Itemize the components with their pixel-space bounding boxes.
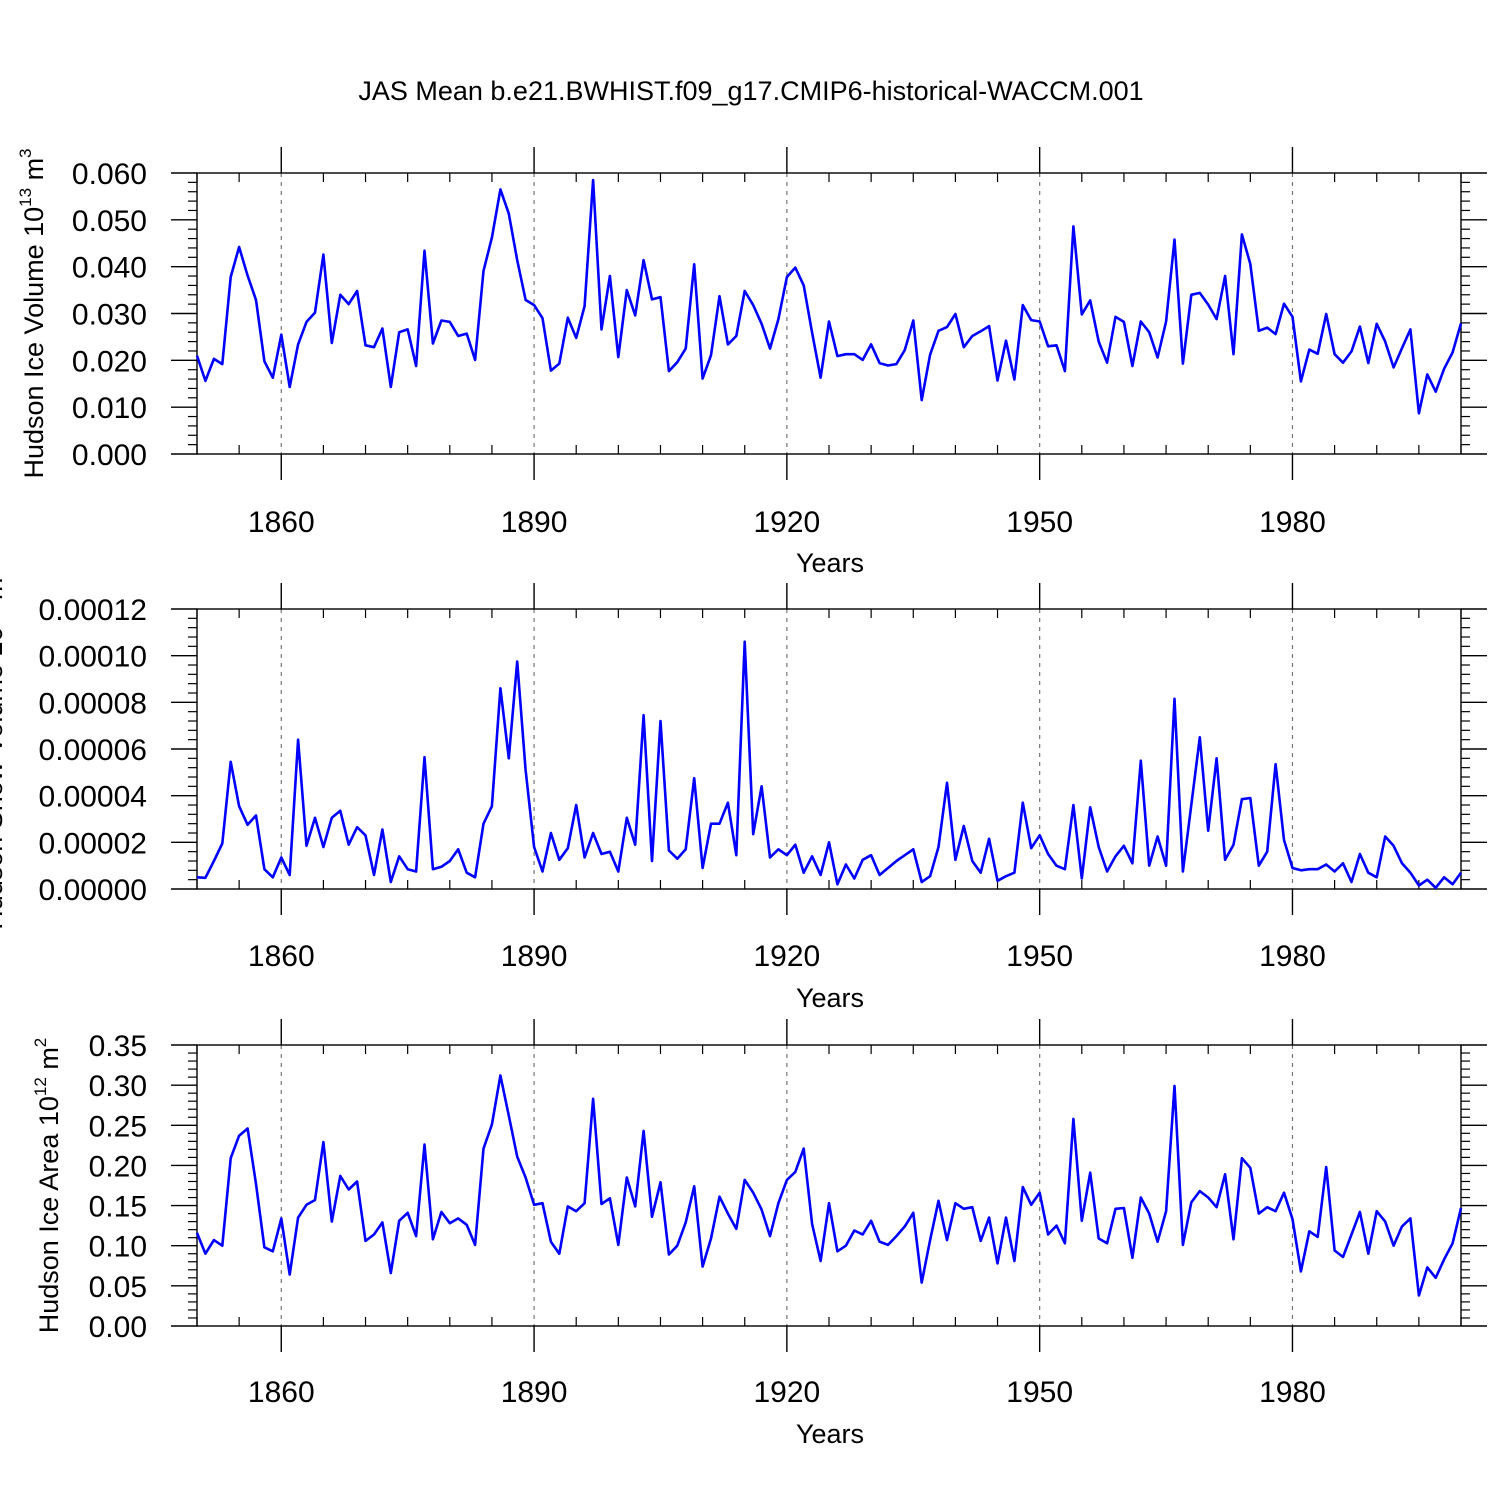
panel0-y-tick-label-0.000: 0.000 [72, 439, 147, 472]
panel0-y-tick-label-0.030: 0.030 [72, 299, 147, 332]
panel2-y-tick-label-0.10: 0.10 [89, 1231, 147, 1264]
panel0-x-tick-label-1920: 1920 [753, 506, 820, 539]
panel0-plot-frame [196, 172, 1462, 455]
panel2-x-tick-label-1890: 1890 [501, 1376, 568, 1409]
snow-volume-panel: 1860 1890 1920 1950 1980 0.00000 0.00002 0.0000… [0, 568, 1487, 1013]
panel1-x-tick-label-1920: 1920 [753, 940, 820, 973]
ice-volume-panel: 1860 1890 1920 1950 1980 0.000 0.010 0.020 0.030… [16, 147, 1487, 578]
panel2-y-tick-label-0.25: 0.25 [89, 1110, 147, 1143]
figure-title: JAS Mean b.e21.BWHIST.f09_g17.CMIP6-hist… [358, 76, 1143, 106]
panel2-y-axis-label: Hudson Ice Area 1012 m2 [31, 1038, 64, 1334]
panel2-x-tick-label-1860: 1860 [248, 1376, 315, 1409]
panel0-x-tick-label-1860: 1860 [248, 506, 315, 539]
panel1-x-tick-label-1860: 1860 [248, 940, 315, 973]
panel2-x-tick-label-1980: 1980 [1259, 1376, 1326, 1409]
ice-area-panel: 1860 1890 1920 1950 1980 0.00 0.05 0.10 0.15 0.20… [31, 1019, 1487, 1449]
panel2-y-tick-label-0.15: 0.15 [89, 1191, 147, 1224]
panel1-series-line-0 [196, 640, 1463, 890]
panel0-y-tick-label-0.010: 0.010 [72, 392, 147, 425]
panel1-y-tick-label-0.00012: 0.00012 [39, 594, 147, 627]
panel2-plot-frame [196, 1044, 1462, 1327]
panel0-y-axis-label: Hudson Ice Volume 1013 m3 [16, 148, 49, 478]
panel0-y-tick-label-0.060: 0.060 [72, 158, 147, 191]
panel1-y-tick-label-0.00002: 0.00002 [39, 827, 147, 860]
panel0-series-line-0 [195, 178, 1463, 415]
panel1-y-tick-label-0.00004: 0.00004 [39, 781, 147, 814]
panel0-y-tick-label-0.050: 0.050 [72, 205, 147, 238]
panel1-y-tick-label-0.00008: 0.00008 [39, 687, 147, 720]
panel0-y-tick-label-0.020: 0.020 [72, 345, 147, 378]
panel1-x-tick-label-1890: 1890 [501, 940, 568, 973]
panel1-x-tick-label-1950: 1950 [1006, 940, 1073, 973]
panel0-x-tick-label-1980: 1980 [1259, 506, 1326, 539]
panel1-y-tick-label-0.00010: 0.00010 [39, 641, 147, 674]
panel0-y-tick-label-0.040: 0.040 [72, 252, 147, 285]
panel1-y-tick-label-0.00006: 0.00006 [39, 734, 147, 767]
panel0-x-tick-label-1890: 1890 [501, 506, 568, 539]
panel2-y-tick-label-0.00: 0.00 [89, 1311, 147, 1344]
panel2-x-axis-label: Years [796, 1419, 864, 1449]
panel2-series-line-0 [195, 1074, 1463, 1297]
panel2-y-tick-label-0.20: 0.20 [89, 1150, 147, 1183]
panel2-x-tick-label-1950: 1950 [1006, 1376, 1073, 1409]
panel1-y-axis-label: Hudson Snow Volume 1013 m3 [0, 568, 8, 930]
panel1-y-tick-label-0.00000: 0.00000 [39, 874, 147, 907]
panel2-y-tick-label-0.35: 0.35 [89, 1030, 147, 1063]
panel1-x-axis-label: Years [796, 983, 864, 1013]
panel0-x-tick-label-1950: 1950 [1006, 506, 1073, 539]
panel0-x-axis-label: Years [796, 548, 864, 578]
panel1-x-tick-label-1980: 1980 [1259, 940, 1326, 973]
panel2-x-tick-label-1920: 1920 [753, 1376, 820, 1409]
panel2-y-tick-label-0.05: 0.05 [89, 1271, 147, 1304]
panel2-y-tick-label-0.30: 0.30 [89, 1070, 147, 1103]
